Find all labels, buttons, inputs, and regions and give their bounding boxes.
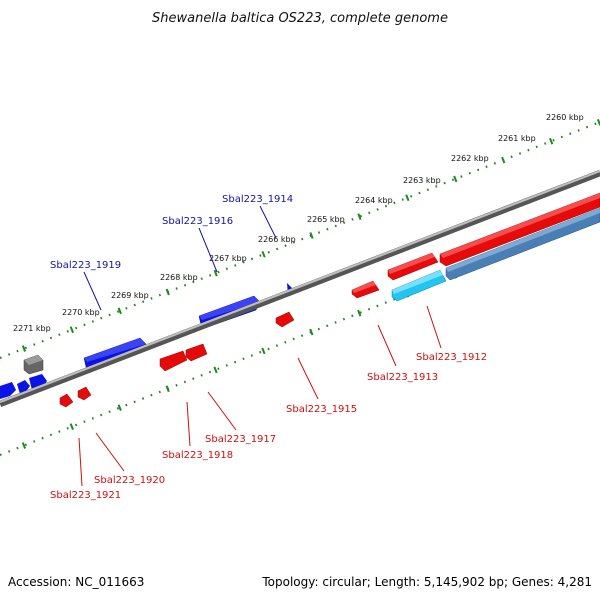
scale-label-2265: 2265 kbp xyxy=(307,215,345,224)
scale-label-2269: 2269 kbp xyxy=(111,291,149,300)
label-sbal223-1916[interactable]: Sbal223_1916 xyxy=(162,216,233,227)
inner-major-tick-1 xyxy=(69,423,74,430)
scale-label-2261: 2261 kbp xyxy=(498,134,536,143)
label-sbal223-1920[interactable]: Sbal223_1920 xyxy=(94,475,165,486)
outer-major-tick-0 xyxy=(21,345,27,352)
other-features xyxy=(391,207,600,302)
label-sbal223-1913[interactable]: Sbal223_1913 xyxy=(367,372,438,383)
outer-major-tick-9 xyxy=(453,175,458,183)
inner-major-tick-6 xyxy=(309,328,314,336)
outer-major-tick-3 xyxy=(165,288,170,296)
label-sbal223-1914[interactable]: Sbal223_1914 xyxy=(222,194,293,205)
inner-major-tick-3 xyxy=(165,385,170,393)
label-sbal223-1919[interactable]: Sbal223_1919 xyxy=(50,260,121,271)
scale-label-2267: 2267 kbp xyxy=(209,254,247,263)
outer-major-tick-8 xyxy=(405,194,410,202)
label-sbal223-1918[interactable]: Sbal223_1918 xyxy=(162,450,233,461)
label-sbal223-1912[interactable]: Sbal223_1912 xyxy=(416,352,487,363)
gene-small-blue-a[interactable] xyxy=(0,382,16,399)
scale-label-2271: 2271 kbp xyxy=(13,324,51,333)
inner-major-tick-0 xyxy=(21,442,27,449)
label-sbal223-1917[interactable]: Sbal223_1917 xyxy=(205,434,276,445)
minus-strand-genes xyxy=(59,192,600,408)
outer-major-tick-7 xyxy=(357,213,362,220)
outer-major-tick-1 xyxy=(69,326,74,334)
outer-major-tick-10 xyxy=(501,156,506,164)
scale-label-2262: 2262 kbp xyxy=(451,154,489,163)
gene-sbal223-1918[interactable] xyxy=(159,350,188,372)
scale-label-2268: 2268 kbp xyxy=(160,273,198,282)
scale-label-2266: 2266 kbp xyxy=(258,235,296,244)
genome-backbone xyxy=(0,169,600,408)
inner-major-tick-2 xyxy=(117,404,122,412)
outer-major-tick-6 xyxy=(309,232,314,239)
scale-label-2260: 2260 kbp xyxy=(546,113,584,122)
outer-major-tick-2 xyxy=(117,307,122,315)
outer-major-tick-5 xyxy=(261,250,266,258)
label-sbal223-1915[interactable]: Sbal223_1915 xyxy=(286,404,357,415)
gene-sbal223-1921[interactable] xyxy=(59,393,74,408)
scale-labels: 2260 kbp 2261 kbp 2262 kbp 2263 kbp 2264… xyxy=(13,113,584,333)
genome-info-text: Topology: circular; Length: 5,145,902 bp… xyxy=(261,575,592,589)
outer-major-tick-4 xyxy=(213,269,218,277)
inner-major-tick-4 xyxy=(213,366,218,374)
gene-labels: Sbal223_1914 Sbal223_1916 Sbal223_1919 S… xyxy=(50,194,487,501)
scale-label-2263: 2263 kbp xyxy=(403,176,441,185)
accession-text: Accession: NC_011663 xyxy=(8,575,144,589)
map-title: Shewanella baltica OS223, complete genom… xyxy=(152,11,448,26)
label-leaders xyxy=(78,205,442,487)
label-sbal223-1921[interactable]: Sbal223_1921 xyxy=(50,490,121,501)
scale-label-2270: 2270 kbp xyxy=(62,308,100,317)
inner-major-tick-7 xyxy=(357,309,362,317)
gene-red-small-a[interactable] xyxy=(275,311,295,328)
plus-strand-genes xyxy=(0,283,294,399)
inner-major-tick-5 xyxy=(261,347,266,355)
outer-major-tick-11 xyxy=(549,137,554,145)
scale-label-2264: 2264 kbp xyxy=(355,196,393,205)
gene-sbal223-1917[interactable] xyxy=(185,343,208,362)
gene-sbal223-1920[interactable] xyxy=(77,386,92,401)
